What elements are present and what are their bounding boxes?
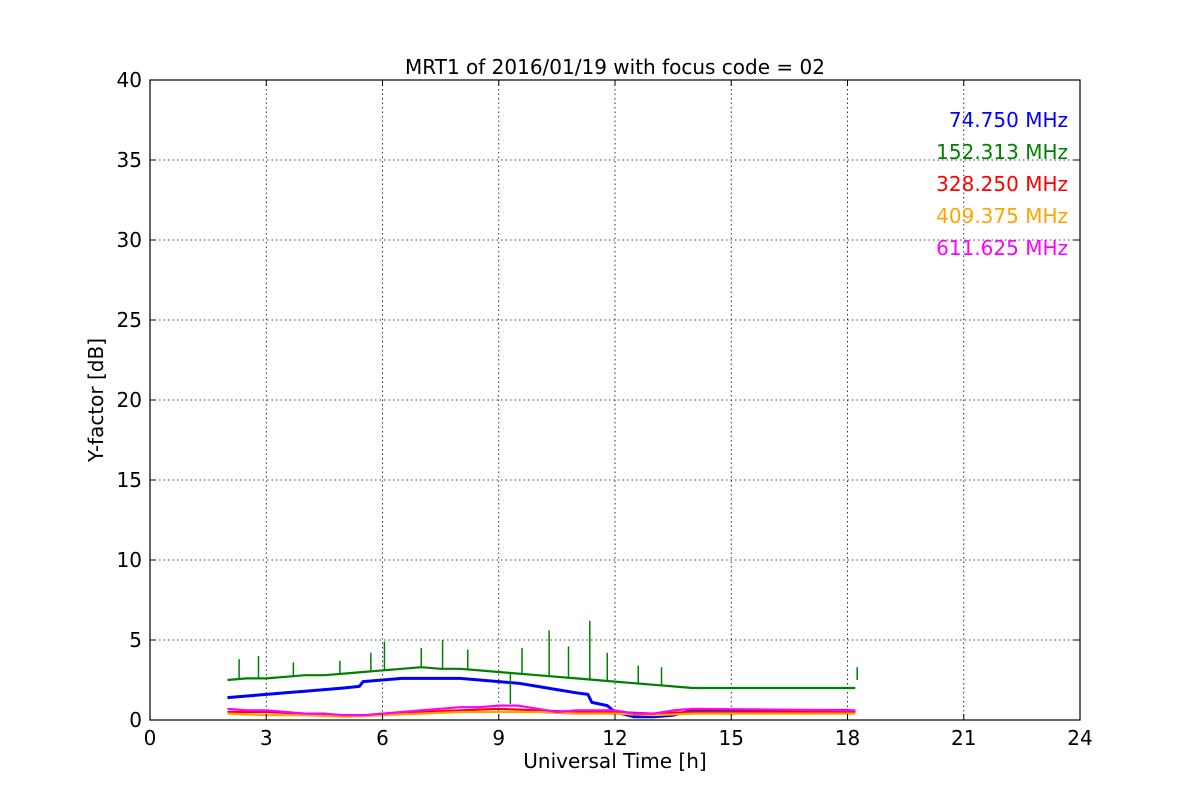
series-layer: [227, 620, 858, 719]
x-tick-label: 12: [602, 726, 627, 750]
legend-entry: 328.250 MHz: [936, 172, 1068, 196]
x-axis-label: Universal Time [h]: [523, 749, 706, 773]
x-tick-label: 21: [951, 726, 976, 750]
y-tick-label: 35: [117, 148, 142, 172]
series-line-0: [227, 676, 856, 719]
y-tick-label: 30: [117, 228, 142, 252]
x-tick-label: 0: [144, 726, 157, 750]
grid-lines: [150, 80, 1080, 720]
x-tick-label: 24: [1067, 726, 1092, 750]
series-line-1: [227, 666, 856, 690]
y-tick-label: 25: [117, 308, 142, 332]
legend-entry: 74.750 MHz: [949, 108, 1068, 132]
y-tick-label: 5: [129, 628, 142, 652]
x-tick-label: 9: [492, 726, 505, 750]
x-tick-label: 18: [835, 726, 860, 750]
legend-entry: 409.375 MHz: [936, 204, 1068, 228]
legend-entry: 611.625 MHz: [936, 236, 1068, 260]
x-tick-label: 3: [260, 726, 273, 750]
y-axis-label: Y-factor [dB]: [84, 338, 108, 463]
y-tick-label: 10: [117, 548, 142, 572]
series-line-4: [227, 704, 856, 717]
chart-title: MRT1 of 2016/01/19 with focus code = 02: [405, 55, 825, 79]
x-tick-label: 15: [719, 726, 744, 750]
series-line-3: [227, 710, 856, 718]
legend-entry: 152.313 MHz: [936, 140, 1068, 164]
axis-ticks: 0 3 6 9 12 15 18 21 24 0 5 10 15 20 25 30 35 40: [117, 68, 1093, 750]
y-tick-label: 40: [117, 68, 142, 92]
x-tick-label: 6: [376, 726, 389, 750]
legend: 74.750 MHz 152.313 MHz 328.250 MHz 409.375 …: [936, 108, 1068, 260]
y-tick-label: 0: [129, 708, 142, 732]
y-tick-label: 20: [117, 388, 142, 412]
y-tick-label: 15: [117, 468, 142, 492]
